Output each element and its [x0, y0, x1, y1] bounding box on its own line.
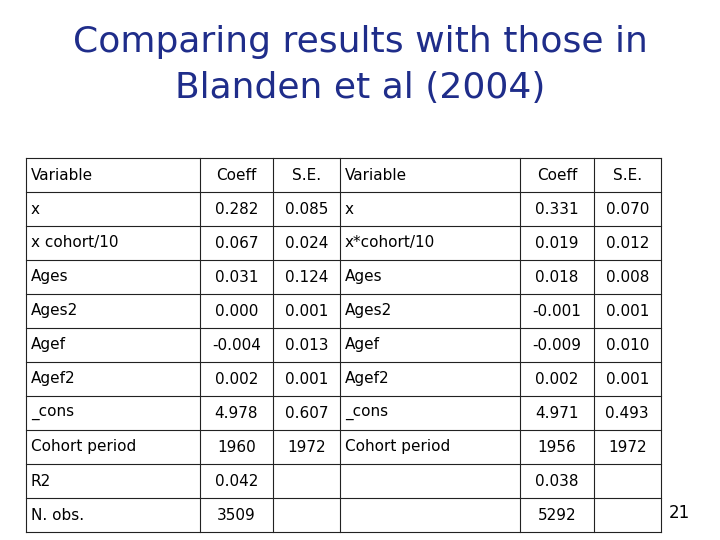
Text: 0.001: 0.001 — [606, 303, 649, 319]
Text: 5292: 5292 — [538, 508, 577, 523]
Text: 0.067: 0.067 — [215, 235, 258, 251]
Text: -0.001: -0.001 — [533, 303, 582, 319]
Text: Ages: Ages — [31, 269, 68, 285]
Text: 0.010: 0.010 — [606, 338, 649, 353]
Text: x: x — [345, 201, 354, 217]
Text: 1972: 1972 — [608, 440, 647, 455]
Text: Cohort period: Cohort period — [31, 440, 136, 455]
Text: x: x — [31, 201, 40, 217]
Text: 0.042: 0.042 — [215, 474, 258, 489]
Text: Agef: Agef — [345, 338, 380, 353]
Text: 0.018: 0.018 — [536, 269, 579, 285]
Text: Blanden et al (2004): Blanden et al (2004) — [175, 71, 545, 105]
Text: 0.607: 0.607 — [285, 406, 328, 421]
Text: 0.001: 0.001 — [285, 372, 328, 387]
Text: 0.070: 0.070 — [606, 201, 649, 217]
Text: 0.001: 0.001 — [606, 372, 649, 387]
Text: 0.002: 0.002 — [215, 372, 258, 387]
Text: R2: R2 — [31, 474, 51, 489]
Text: S.E.: S.E. — [613, 167, 642, 183]
Text: _cons: _cons — [31, 406, 74, 421]
Text: x*cohort/10: x*cohort/10 — [345, 235, 435, 251]
Text: 0.493: 0.493 — [606, 406, 649, 421]
Text: 0.013: 0.013 — [285, 338, 328, 353]
Text: Agef2: Agef2 — [345, 372, 390, 387]
Text: Agef2: Agef2 — [31, 372, 76, 387]
Text: 0.331: 0.331 — [535, 201, 579, 217]
Text: -0.004: -0.004 — [212, 338, 261, 353]
Text: 0.024: 0.024 — [285, 235, 328, 251]
Text: 0.085: 0.085 — [285, 201, 328, 217]
Text: Variable: Variable — [31, 167, 93, 183]
Text: 0.001: 0.001 — [285, 303, 328, 319]
Text: 0.002: 0.002 — [536, 372, 579, 387]
Text: Ages2: Ages2 — [345, 303, 392, 319]
Text: 4.978: 4.978 — [215, 406, 258, 421]
Text: 0.031: 0.031 — [215, 269, 258, 285]
Text: 3509: 3509 — [217, 508, 256, 523]
Text: 0.124: 0.124 — [285, 269, 328, 285]
Text: 0.012: 0.012 — [606, 235, 649, 251]
Text: -0.009: -0.009 — [533, 338, 582, 353]
Text: S.E.: S.E. — [292, 167, 321, 183]
Text: 1956: 1956 — [538, 440, 577, 455]
Text: Ages2: Ages2 — [31, 303, 78, 319]
Text: 21: 21 — [669, 504, 690, 522]
Text: 1972: 1972 — [287, 440, 326, 455]
Text: 0.038: 0.038 — [535, 474, 579, 489]
Text: N. obs.: N. obs. — [31, 508, 84, 523]
Text: x cohort/10: x cohort/10 — [31, 235, 118, 251]
Text: Cohort period: Cohort period — [345, 440, 450, 455]
Text: _cons: _cons — [345, 406, 388, 421]
Text: Comparing results with those in: Comparing results with those in — [73, 25, 647, 59]
Text: Ages: Ages — [345, 269, 382, 285]
Text: 4.971: 4.971 — [535, 406, 579, 421]
Text: 0.000: 0.000 — [215, 303, 258, 319]
Text: 1960: 1960 — [217, 440, 256, 455]
Text: 0.008: 0.008 — [606, 269, 649, 285]
Text: 0.019: 0.019 — [535, 235, 579, 251]
Text: Coeff: Coeff — [216, 167, 256, 183]
Text: Coeff: Coeff — [537, 167, 577, 183]
Text: 0.282: 0.282 — [215, 201, 258, 217]
Text: Agef: Agef — [31, 338, 66, 353]
Text: Variable: Variable — [345, 167, 407, 183]
